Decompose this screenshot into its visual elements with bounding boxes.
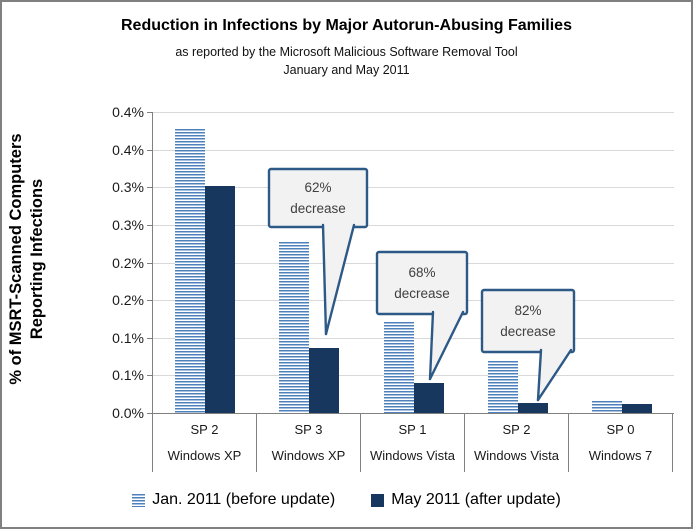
y-axis-title: % of MSRT-Scanned Computers Reporting In… <box>6 89 48 429</box>
legend: Jan. 2011 (before update) May 2011 (afte… <box>2 487 691 513</box>
chart-subtitle-line2: January and May 2011 <box>283 63 410 77</box>
y-axis-tick-label: 0.3% <box>112 179 144 196</box>
gridline <box>153 187 674 189</box>
category-service-pack-label: SP 1 <box>398 422 427 437</box>
category-os-label: Windows XP <box>167 448 242 463</box>
gridline <box>153 337 674 339</box>
category-os-label: Windows 7 <box>588 448 653 463</box>
y-axis-tick-label: 0.2% <box>112 254 144 271</box>
x-category-cell-windows-7-sp-0: SP 0 Windows 7 <box>569 414 673 472</box>
y-axis-title-line2: Reporting Infections <box>28 178 46 340</box>
gridline <box>153 149 674 151</box>
bar-jan-windows-xp-sp-2 <box>175 129 206 413</box>
bar-jan-windows-vista-sp-1 <box>383 321 414 413</box>
gridline <box>153 375 674 377</box>
y-axis-tick-label: 0.0% <box>112 405 144 421</box>
x-category-cell-windows-vista-sp-2: SP 2 Windows Vista <box>465 414 569 472</box>
x-axis-category-labels: SP 2 Windows XP SP 3 Windows XP SP 1 Windows … <box>152 414 673 472</box>
y-axis-tick <box>147 112 153 113</box>
category-os-label: Windows Vista <box>369 448 455 463</box>
y-axis-tick <box>147 149 153 151</box>
y-axis-tick <box>147 262 153 264</box>
bar-may-windows-7-sp-0 <box>621 403 652 413</box>
y-axis-tick-label: 0.4% <box>112 104 144 120</box>
jan-series-striped-swatch-icon <box>132 493 146 507</box>
y-axis-tick <box>147 300 153 302</box>
category-service-pack-label: SP 3 <box>294 422 323 437</box>
gridline <box>153 112 674 113</box>
bar-jan-windows-xp-sp-3 <box>279 242 310 413</box>
y-axis-tick <box>147 337 153 339</box>
x-category-cell-windows-xp-sp-2: SP 2 Windows XP <box>152 414 257 472</box>
legend-item-jan-2011: Jan. 2011 (before update) <box>132 491 335 509</box>
bar-may-windows-xp-sp-2 <box>205 185 236 413</box>
gridline <box>153 224 674 226</box>
y-axis-tick <box>147 413 153 414</box>
y-axis-title-line1: % of MSRT-Scanned Computers <box>7 133 25 385</box>
may-series-solid-swatch-icon <box>371 493 385 507</box>
y-axis-tick <box>147 224 153 226</box>
y-axis-tick-labels: 0.4% 0.4% 0.3% 0.3% 0.2% 0.2% 0.1% 0.1% 0.0% <box>94 104 144 421</box>
y-axis-tick-label: 0.1% <box>112 367 144 384</box>
x-category-cell-windows-xp-sp-3: SP 3 Windows XP <box>257 414 361 472</box>
legend-label-may-2011: May 2011 (after update) <box>391 491 561 508</box>
y-axis-tick-label: 0.1% <box>112 329 144 346</box>
y-axis-tick-label: 0.2% <box>112 292 144 309</box>
category-service-pack-label: SP 0 <box>606 422 635 437</box>
x-category-cell-windows-vista-sp-1: SP 1 Windows Vista <box>361 414 465 472</box>
category-service-pack-label: SP 2 <box>190 422 219 437</box>
bar-may-windows-xp-sp-3 <box>309 348 340 413</box>
chart-subtitle-line1: as reported by the Microsoft Malicious S… <box>175 45 518 59</box>
chart-title: Reduction in Infections by Major Autorun… <box>121 17 572 34</box>
category-os-label: Windows Vista <box>473 448 559 463</box>
y-axis-tick-label: 0.3% <box>112 216 144 233</box>
category-os-label: Windows XP <box>271 448 346 463</box>
plot-area <box>147 112 674 414</box>
bar-jan-windows-vista-sp-2 <box>487 361 518 413</box>
bar-may-windows-vista-sp-1 <box>413 382 444 413</box>
bar-jan-windows-7-sp-0 <box>591 400 622 413</box>
legend-label-jan-2011: Jan. 2011 (before update) <box>152 491 336 508</box>
y-axis-tick <box>147 375 153 377</box>
bar-may-windows-vista-sp-2 <box>517 403 548 413</box>
category-service-pack-label: SP 2 <box>502 422 531 437</box>
y-axis-tick-label: 0.4% <box>112 141 144 158</box>
legend-item-may-2011: May 2011 (after update) <box>371 491 561 509</box>
y-axis-tick <box>147 187 153 189</box>
